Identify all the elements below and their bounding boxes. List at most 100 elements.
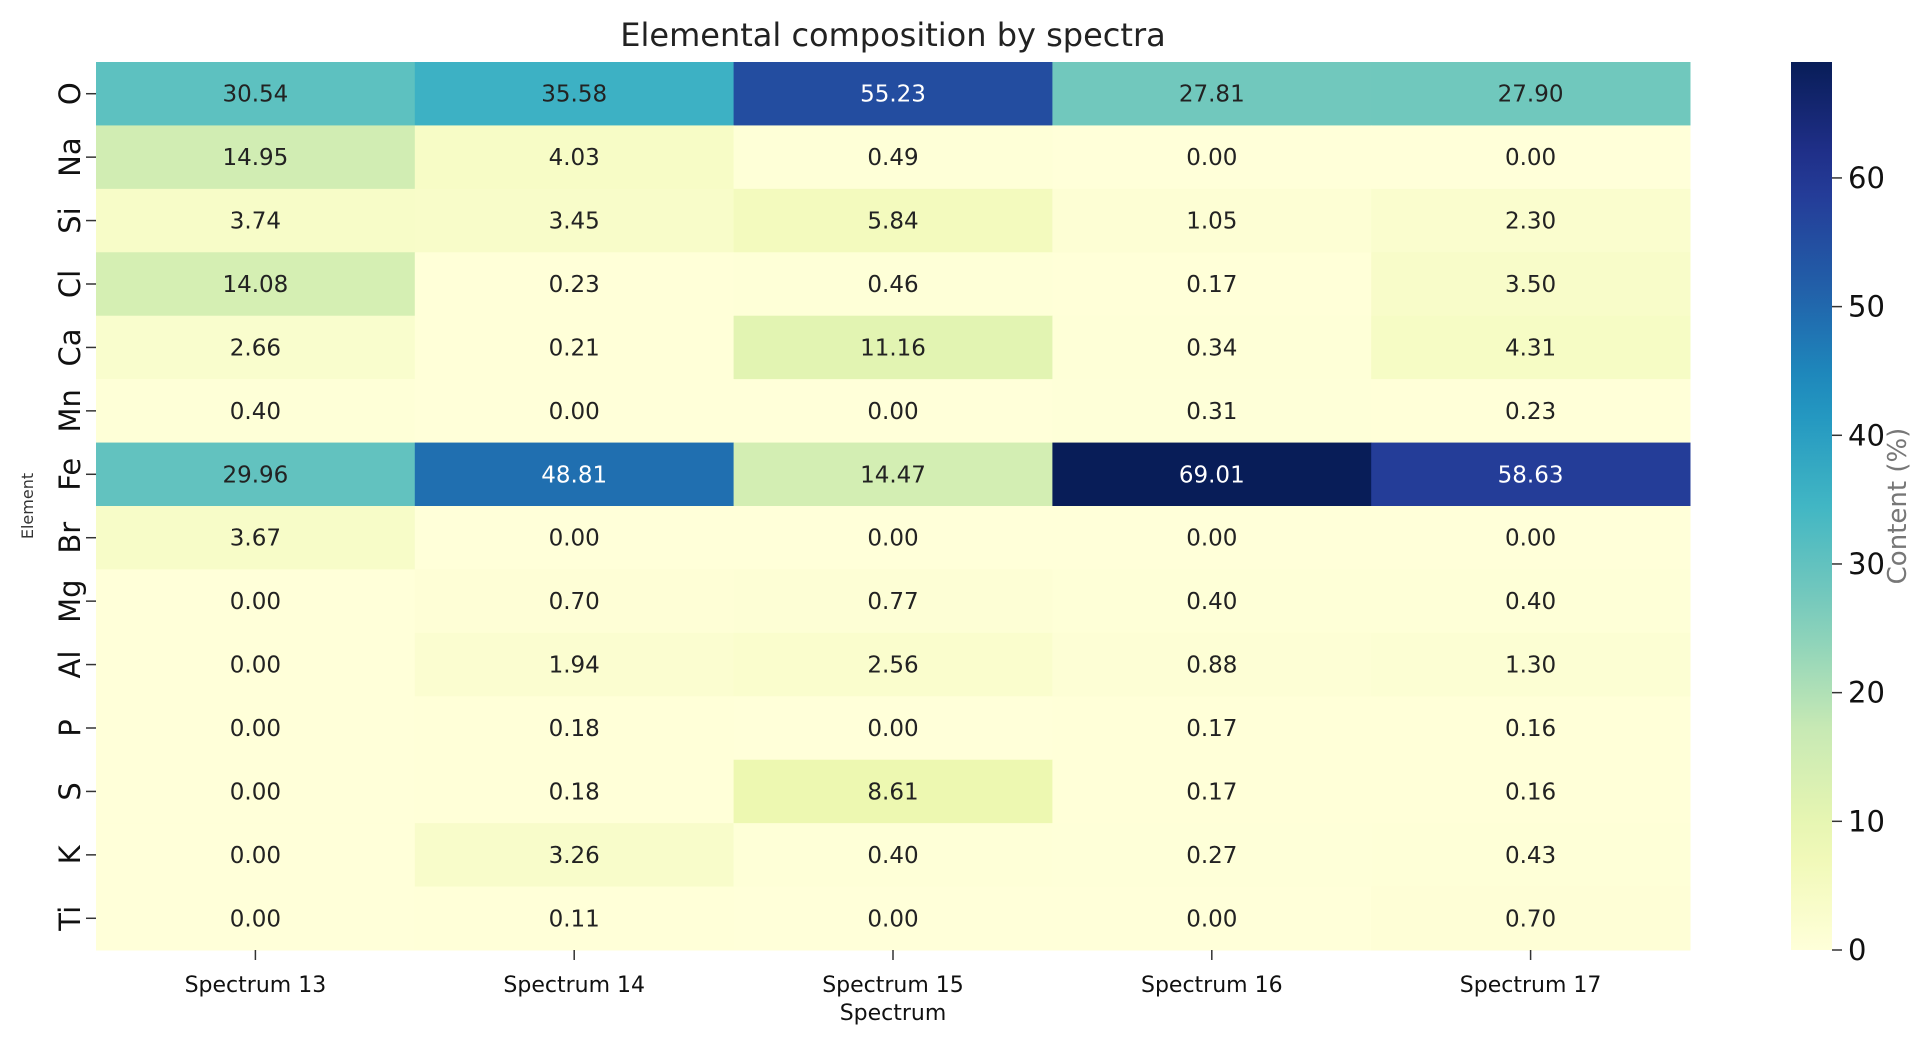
colorbar-ticks: 0 10 20 30 40 50 60 bbox=[1832, 161, 1885, 967]
cell-value-label: 0.00 bbox=[867, 716, 918, 742]
cell-value-label: 0.16 bbox=[1505, 716, 1556, 742]
y-tick-label: S bbox=[53, 782, 87, 800]
heatmap-cell-si-3 bbox=[733, 188, 1053, 253]
heatmap-cell-k-3 bbox=[733, 823, 1053, 888]
heatmap-cells: 30.54 35.58 55.23 27.81 27.90 14.95 4.03 0.49 0.… bbox=[96, 62, 1691, 951]
heatmap-cell-mn-5 bbox=[1371, 379, 1691, 444]
cell-value-label: 0.00 bbox=[549, 399, 600, 425]
cell-value-label: 4.03 bbox=[549, 145, 600, 171]
cell-value-label: 3.67 bbox=[230, 526, 281, 552]
cell-value-label: 1.05 bbox=[1186, 209, 1237, 235]
cell-value-label: 0.40 bbox=[1505, 589, 1556, 615]
heatmap-cell-si-1 bbox=[96, 188, 416, 253]
heatmap-cell-s-1 bbox=[96, 759, 416, 824]
y-tick-label: Al bbox=[53, 651, 87, 679]
heatmap-cell-mn-1 bbox=[96, 379, 416, 444]
y-tick-label: Si bbox=[53, 207, 87, 233]
heatmap-cell-na-5 bbox=[1371, 125, 1691, 190]
y-tick-label: K bbox=[53, 844, 87, 864]
heatmap-cell-p-3 bbox=[733, 696, 1053, 761]
cell-value-label: 0.00 bbox=[1186, 526, 1237, 552]
cell-value-label: 3.74 bbox=[230, 209, 281, 235]
x-axis-label: Spectrum bbox=[840, 1001, 947, 1026]
heatmap-cell-si-2 bbox=[414, 188, 735, 253]
heatmap-cell-br-5 bbox=[1371, 506, 1691, 570]
heatmap-cell-k-1 bbox=[96, 823, 416, 888]
heatmap-cell-al-4 bbox=[1052, 632, 1372, 697]
heatmap-cell-mg-3 bbox=[733, 569, 1053, 634]
cell-value-label: 69.01 bbox=[1179, 462, 1245, 488]
x-axis-ticks: Spectrum 13 Spectrum 14 Spectrum 15 Spectru… bbox=[185, 950, 1602, 998]
cell-value-label: 0.70 bbox=[1505, 906, 1556, 932]
cell-value-label: 0.00 bbox=[230, 716, 281, 742]
cell-value-label: 0.40 bbox=[1186, 589, 1237, 615]
heatmap-cell-o-2 bbox=[414, 62, 735, 126]
heatmap-cell-ca-4 bbox=[1052, 315, 1372, 380]
heatmap-cell-ti-1 bbox=[96, 886, 416, 951]
heatmap-cell-s-3 bbox=[733, 759, 1053, 824]
cell-value-label: 0.18 bbox=[549, 716, 600, 742]
cell-value-label: 58.63 bbox=[1498, 462, 1564, 488]
heatmap-cell-o-4 bbox=[1052, 62, 1372, 126]
cell-value-label: 0.00 bbox=[230, 589, 281, 615]
cell-value-label: 11.16 bbox=[860, 335, 926, 361]
colorbar: 0 10 20 30 40 50 60 Content (%) bbox=[1791, 62, 1913, 967]
cell-value-label: 0.00 bbox=[230, 779, 281, 805]
heatmap-cell-al-2 bbox=[414, 632, 735, 697]
heatmap-cell-cl-3 bbox=[733, 252, 1053, 317]
y-axis-label: Element bbox=[18, 473, 37, 539]
heatmap-cell-mg-4 bbox=[1052, 569, 1372, 634]
heatmap-cell-cl-5 bbox=[1371, 252, 1691, 317]
colorbar-tick-label: 40 bbox=[1848, 418, 1885, 452]
heatmap-cell-si-5 bbox=[1371, 188, 1691, 253]
cell-value-label: 0.00 bbox=[867, 526, 918, 552]
heatmap-cell-cl-4 bbox=[1052, 252, 1372, 317]
heatmap-cell-mg-5 bbox=[1371, 569, 1691, 634]
heatmap-cell-ti-4 bbox=[1052, 886, 1372, 951]
cell-value-label: 0.46 bbox=[867, 272, 918, 298]
cell-value-label: 0.23 bbox=[549, 272, 600, 298]
heatmap-cell-ca-2 bbox=[414, 315, 735, 380]
cell-value-label: 0.40 bbox=[867, 843, 918, 869]
heatmap-cell-mn-2 bbox=[414, 379, 735, 444]
colorbar-tick-label: 10 bbox=[1848, 804, 1885, 838]
heatmap-cell-o-3 bbox=[733, 62, 1053, 126]
colorbar-gradient bbox=[1791, 62, 1832, 950]
cell-value-label: 0.17 bbox=[1186, 716, 1237, 742]
cell-value-label: 0.49 bbox=[867, 145, 918, 171]
cell-value-label: 0.17 bbox=[1186, 779, 1237, 805]
heatmap-cell-cl-1 bbox=[96, 252, 416, 317]
cell-value-label: 0.00 bbox=[230, 906, 281, 932]
cell-value-label: 0.00 bbox=[1186, 145, 1237, 171]
cell-value-label: 0.16 bbox=[1505, 779, 1556, 805]
heatmap-cell-ti-2 bbox=[414, 886, 735, 951]
cell-value-label: 0.40 bbox=[230, 399, 281, 425]
cell-value-label: 0.34 bbox=[1186, 335, 1237, 361]
x-tick-label: Spectrum 14 bbox=[503, 973, 645, 998]
heatmap-cell-ca-5 bbox=[1371, 315, 1691, 380]
cell-value-label: 0.00 bbox=[867, 399, 918, 425]
y-tick-label: Br bbox=[53, 522, 87, 554]
heatmap-cell-na-4 bbox=[1052, 125, 1372, 190]
heatmap-cell-p-4 bbox=[1052, 696, 1372, 761]
cell-value-label: 0.31 bbox=[1186, 399, 1237, 425]
heatmap-cell-fe-1 bbox=[96, 442, 416, 507]
cell-value-label: 3.26 bbox=[549, 843, 600, 869]
y-tick-label: Mn bbox=[53, 389, 87, 432]
cell-value-label: 14.47 bbox=[860, 462, 926, 488]
heatmap-cell-al-1 bbox=[96, 632, 416, 697]
cell-value-label: 0.70 bbox=[549, 589, 600, 615]
cell-value-label: 4.31 bbox=[1505, 335, 1556, 361]
x-tick-label: Spectrum 17 bbox=[1460, 973, 1602, 998]
cell-value-label: 0.00 bbox=[1186, 906, 1237, 932]
heatmap-cell-mg-2 bbox=[414, 569, 735, 634]
y-tick-label: Mg bbox=[53, 579, 87, 622]
heatmap-cell-fe-3 bbox=[733, 442, 1053, 507]
colorbar-label: Content (%) bbox=[1883, 428, 1913, 585]
heatmap-cell-ti-5 bbox=[1371, 886, 1691, 951]
heatmap-cell-na-1 bbox=[96, 125, 416, 190]
heatmap-cell-al-5 bbox=[1371, 632, 1691, 697]
heatmap-cell-mn-3 bbox=[733, 379, 1053, 444]
